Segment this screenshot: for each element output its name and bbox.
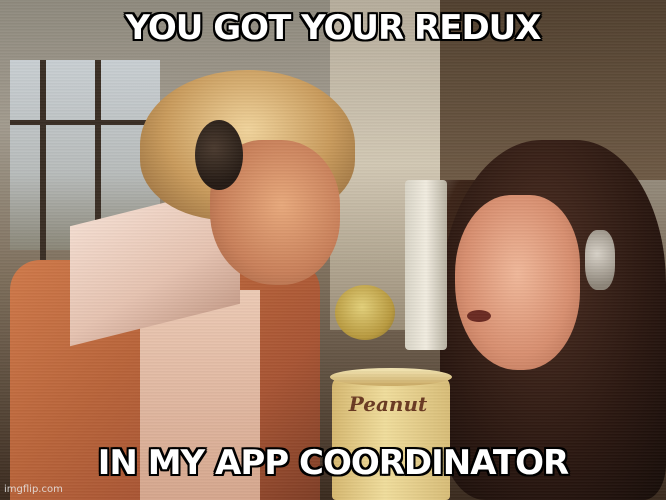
peanut-cup-rim — [330, 368, 452, 386]
cup-label: Peanut — [348, 392, 428, 416]
window-frame-rail — [10, 120, 160, 125]
woman-face — [455, 195, 580, 370]
window-frame-post — [40, 60, 46, 260]
top-caption: YOU GOT YOUR REDUX — [125, 8, 542, 48]
woman-mouth — [467, 310, 491, 322]
bottom-caption: IN MY APP COORDINATOR — [97, 443, 569, 483]
woman-headset — [585, 230, 615, 290]
man-headset — [195, 120, 243, 190]
man-shirt — [140, 290, 260, 500]
watermark: imgflip.com — [4, 484, 63, 495]
dispenser — [405, 180, 447, 350]
ice-cream-cone — [335, 285, 395, 340]
window-frame-post — [95, 60, 101, 260]
peanut-cup — [332, 375, 450, 500]
